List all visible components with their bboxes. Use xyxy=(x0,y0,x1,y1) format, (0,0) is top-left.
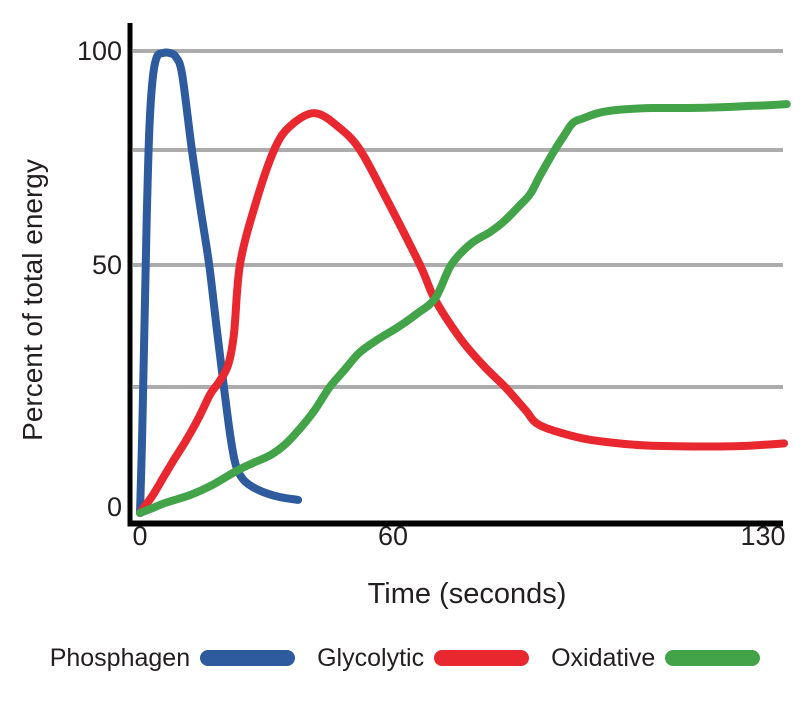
legend: Phosphagen Glycolytic Oxidative xyxy=(0,630,810,686)
series-curves xyxy=(136,48,791,517)
x-tick-60: 60 xyxy=(378,521,408,551)
y-tick-50: 50 xyxy=(92,250,122,280)
legend-label-glycolytic: Glycolytic xyxy=(317,643,425,672)
x-axis-title: Time (seconds) xyxy=(368,578,567,610)
y-tick-100: 100 xyxy=(77,36,122,66)
x-tick-130: 130 xyxy=(740,521,785,551)
legend-label-phosphagen: Phosphagen xyxy=(49,643,191,672)
energy-systems-chart: 100 50 0 0 60 130 Percent of total energ… xyxy=(17,23,791,610)
glycolytic-line-swatch-icon xyxy=(434,650,530,666)
phosphagen-line-swatch-icon xyxy=(200,650,296,666)
y-axis-title: Percent of total energy xyxy=(17,159,48,441)
oxidative-line-swatch-icon xyxy=(665,650,761,666)
series-path-oxidative xyxy=(136,100,791,517)
legend-item-oxidative: Oxidative xyxy=(551,643,761,673)
y-tick-0: 0 xyxy=(107,492,122,522)
legend-label-oxidative: Oxidative xyxy=(551,643,656,672)
legend-item-glycolytic: Glycolytic xyxy=(317,643,530,673)
series-path-glycolytic xyxy=(136,109,789,517)
series-path-phosphagen xyxy=(136,48,303,517)
legend-item-phosphagen: Phosphagen xyxy=(49,643,296,673)
x-tick-0: 0 xyxy=(132,521,147,551)
